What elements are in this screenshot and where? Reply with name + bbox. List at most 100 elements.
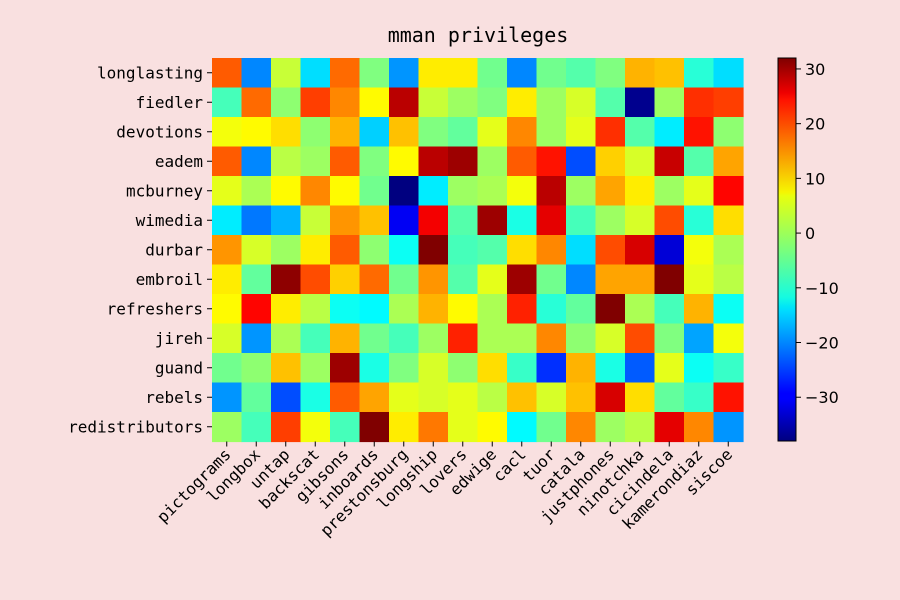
heatmap-cell [418,87,449,118]
heatmap-cell [300,323,331,354]
heatmap-cell [448,323,479,354]
heatmap-cell [300,294,331,325]
heatmap-cell [212,382,243,413]
heatmap-cell [389,323,420,354]
heatmap-cell [212,146,243,177]
heatmap-cell [359,235,390,266]
heatmap-cell [271,382,302,413]
heatmap-cell [566,87,597,118]
heatmap-cell [595,353,626,384]
heatmap-cell [595,146,626,177]
heatmap-cell [654,235,685,266]
heatmap-cell [507,87,538,118]
heatmap-cell [359,58,390,89]
heatmap-cell [536,264,567,295]
heatmap-cell [507,294,538,325]
heatmap-cell [713,323,744,354]
heatmap-cell [212,58,243,89]
heatmap-cell [507,58,538,89]
heatmap-cell [448,264,479,295]
heatmap-cell [566,117,597,148]
heatmap-cell [271,264,302,295]
y-axis: longlasting fiedler devotions eadem mcburney… [68,63,212,436]
heatmap-cell [713,146,744,177]
heatmap-cell [241,323,272,354]
heatmap-cell [477,87,508,118]
heatmap-cell [713,87,744,118]
heatmap-cell [389,87,420,118]
heatmap-cell [241,294,272,325]
heatmap-cell [625,176,656,207]
heatmap-cell [477,205,508,236]
heatmap-cell [241,87,272,118]
heatmap-cell [330,176,361,207]
heatmap-cell [389,235,420,266]
heatmap-cell [418,117,449,148]
heatmap-cell [684,264,715,295]
heatmap-cell [625,353,656,384]
heatmap-cell [330,235,361,266]
y-tick-label: jireh [155,329,203,348]
heatmap-cell [330,353,361,384]
heatmap-cell [566,146,597,177]
heatmap-cell [654,323,685,354]
heatmap-cell [507,412,538,443]
heatmap-cell [271,58,302,89]
heatmap-cell [359,117,390,148]
heatmap-cell [330,264,361,295]
heatmap-cell [359,205,390,236]
heatmap-cell [654,294,685,325]
heatmap-cell [418,235,449,266]
heatmap-cell [241,146,272,177]
heatmap-cell [507,117,538,148]
heatmap-cell [418,205,449,236]
heatmap-cell [595,205,626,236]
heatmap-cell [448,205,479,236]
heatmap-cell [241,176,272,207]
heatmap-cell [212,323,243,354]
heatmap-cell [271,235,302,266]
heatmap-cell [448,58,479,89]
heatmap-cell [507,205,538,236]
heatmap-cell [418,323,449,354]
heatmap-cell [330,294,361,325]
heatmap-cell [212,87,243,118]
heatmap-cell [330,412,361,443]
heatmap-cell [566,412,597,443]
heatmap-cell [241,117,272,148]
heatmap-cell [713,353,744,384]
heatmap-cell [536,205,567,236]
heatmap-cell [684,353,715,384]
y-tick-label: devotions [116,122,203,141]
y-tick-label: redistributors [68,417,203,436]
heatmap-cell [359,382,390,413]
heatmap-cell [654,264,685,295]
heatmap-cell [625,412,656,443]
heatmap-cell [595,58,626,89]
y-tick-label: rebels [145,388,203,407]
heatmap-cell [595,382,626,413]
heatmap-cell [625,294,656,325]
heatmap-cell [595,294,626,325]
heatmap-cell [477,117,508,148]
heatmap-cell [359,146,390,177]
heatmap-cell [536,382,567,413]
heatmap-cell [271,412,302,443]
heatmap-cell [300,176,331,207]
heatmap-cell [389,205,420,236]
heatmap-cell [389,58,420,89]
heatmap-cell [595,176,626,207]
heatmap-cell [536,323,567,354]
heatmap-cell [418,353,449,384]
heatmap-cell [300,205,331,236]
colorbar-tick-label: 10 [805,169,825,188]
heatmap-cell [713,235,744,266]
y-tick-label: guand [155,358,203,377]
colorbar-gradient [777,57,797,442]
heatmap-cell [684,235,715,266]
heatmap-cell [684,176,715,207]
colorbar-tick-label: 20 [805,115,825,134]
heatmap-cell [389,382,420,413]
heatmap-cell [566,264,597,295]
heatmap-cell [448,294,479,325]
